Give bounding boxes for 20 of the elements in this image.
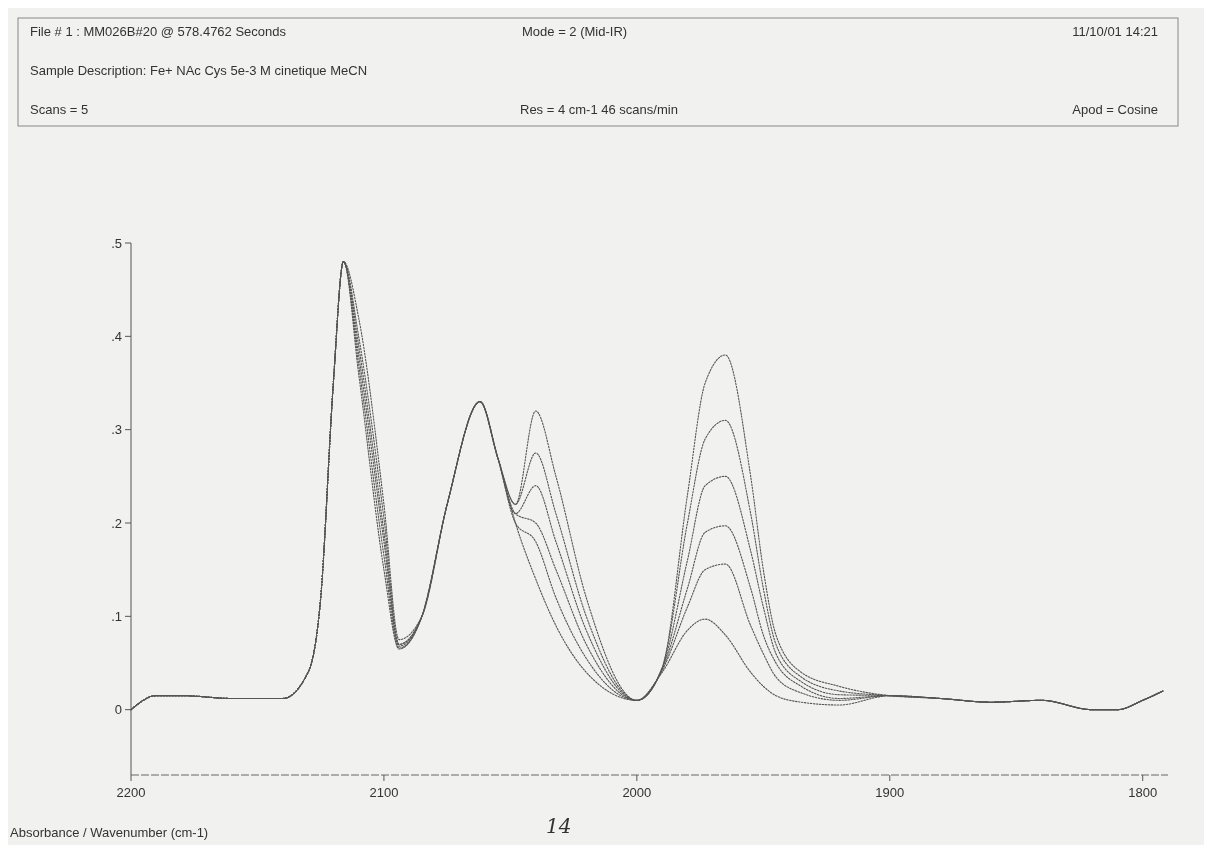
text: 14	[546, 814, 572, 838]
text: File # 1 : MM026B#20 @ 578.4762 Seconds	[30, 24, 287, 39]
text: 11/10/01 14:21	[1072, 24, 1158, 39]
x-tick-label: 2200	[116, 785, 146, 800]
y-tick-label: .3	[111, 422, 122, 438]
x-tick-label: 2100	[369, 785, 399, 800]
text: Sample Description: Fe+ NAc Cys 5e-3 M cinetique MeCN	[30, 63, 368, 78]
x-tick-label: 1800	[1128, 785, 1158, 800]
y-tick-label: .5	[111, 235, 122, 251]
y-tick-label: .2	[111, 515, 122, 531]
y-tick-label: .1	[111, 608, 122, 624]
x-axis-title: Absorbance / Wavenumber (cm-1)	[10, 825, 209, 840]
text: Mode = 2 (Mid-IR)	[522, 24, 628, 39]
x-tick-label: 1900	[875, 785, 905, 800]
text: Scans = 5	[30, 102, 89, 117]
text: Apod = Cosine	[1072, 102, 1158, 117]
text: Res = 4 cm-1 46 scans/min	[520, 102, 678, 117]
y-tick-label: .4	[111, 328, 122, 344]
y-tick-label: 0	[114, 702, 122, 718]
x-tick-label: 2000	[622, 785, 652, 800]
